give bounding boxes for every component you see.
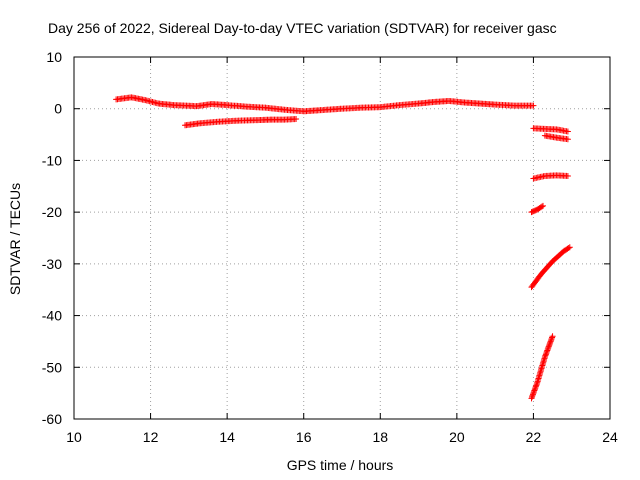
y-axis-label: SDTVAR / TECUs xyxy=(7,183,23,295)
data-point xyxy=(564,136,571,143)
data-point xyxy=(564,128,571,135)
y-tick-label: -50 xyxy=(42,359,62,375)
x-tick-label: 18 xyxy=(372,429,388,445)
x-tick-label: 24 xyxy=(602,429,618,445)
y-tick-label: -60 xyxy=(42,411,62,427)
y-tick-label: 10 xyxy=(46,49,62,65)
series-pass-e xyxy=(528,244,573,291)
y-tick-label: -30 xyxy=(42,256,62,272)
chart-title: Day 256 of 2022, Sidereal Day-to-day VTE… xyxy=(48,20,557,36)
data-series xyxy=(113,94,573,402)
x-tick-label: 22 xyxy=(526,429,542,445)
series-main-track xyxy=(113,94,537,115)
x-tick-label: 20 xyxy=(449,429,465,445)
x-tick-label: 16 xyxy=(296,429,312,445)
plot-frame xyxy=(73,56,611,420)
x-tick-label: 14 xyxy=(219,429,235,445)
data-point xyxy=(530,102,537,109)
data-point xyxy=(566,244,573,251)
data-point xyxy=(549,333,556,340)
series-pass-a xyxy=(530,125,571,135)
data-point xyxy=(565,245,572,252)
series-lower-track xyxy=(182,116,300,129)
data-point xyxy=(538,203,545,210)
data-point xyxy=(540,202,546,209)
y-tick-label: -20 xyxy=(42,204,62,220)
x-axis-label: GPS time / hours xyxy=(287,457,394,473)
series-pass-d xyxy=(528,202,546,216)
y-tick-label: -10 xyxy=(42,152,62,168)
data-point xyxy=(293,116,300,123)
x-tick-label: 10 xyxy=(66,429,82,445)
data-point xyxy=(564,172,571,179)
y-tick-label: 0 xyxy=(54,101,62,117)
series-pass-b xyxy=(541,132,571,143)
series-pass-c xyxy=(530,172,571,182)
y-tick-label: -40 xyxy=(42,308,62,324)
series-pass-f xyxy=(528,333,556,402)
axis-ticks: 10 12 14 16 18 20 22 24 -60 -50 -40 -30 -20 -10 0 10 xyxy=(42,49,618,445)
x-tick-label: 12 xyxy=(143,429,159,445)
